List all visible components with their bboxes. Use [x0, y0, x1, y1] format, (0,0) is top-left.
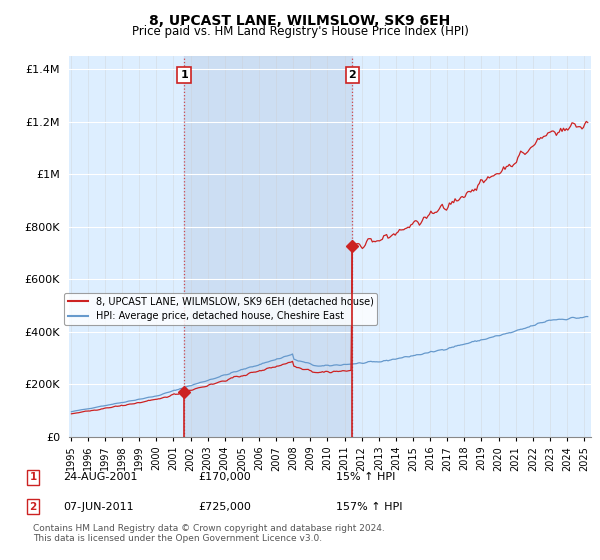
- Text: £725,000: £725,000: [198, 502, 251, 512]
- Text: 2: 2: [349, 70, 356, 80]
- Text: 24-AUG-2001: 24-AUG-2001: [63, 472, 137, 482]
- Text: Contains HM Land Registry data © Crown copyright and database right 2024.
This d: Contains HM Land Registry data © Crown c…: [33, 524, 385, 543]
- Text: Price paid vs. HM Land Registry's House Price Index (HPI): Price paid vs. HM Land Registry's House …: [131, 25, 469, 38]
- Text: 07-JUN-2011: 07-JUN-2011: [63, 502, 134, 512]
- Text: 1: 1: [29, 472, 37, 482]
- Text: 8, UPCAST LANE, WILMSLOW, SK9 6EH: 8, UPCAST LANE, WILMSLOW, SK9 6EH: [149, 14, 451, 28]
- Text: 2: 2: [29, 502, 37, 512]
- Bar: [184, 56, 352, 437]
- Text: £170,000: £170,000: [198, 472, 251, 482]
- Text: 1: 1: [180, 70, 188, 80]
- Legend: 8, UPCAST LANE, WILMSLOW, SK9 6EH (detached house), HPI: Average price, detached: 8, UPCAST LANE, WILMSLOW, SK9 6EH (detac…: [64, 293, 377, 325]
- Text: 157% ↑ HPI: 157% ↑ HPI: [336, 502, 403, 512]
- Text: 15% ↑ HPI: 15% ↑ HPI: [336, 472, 395, 482]
